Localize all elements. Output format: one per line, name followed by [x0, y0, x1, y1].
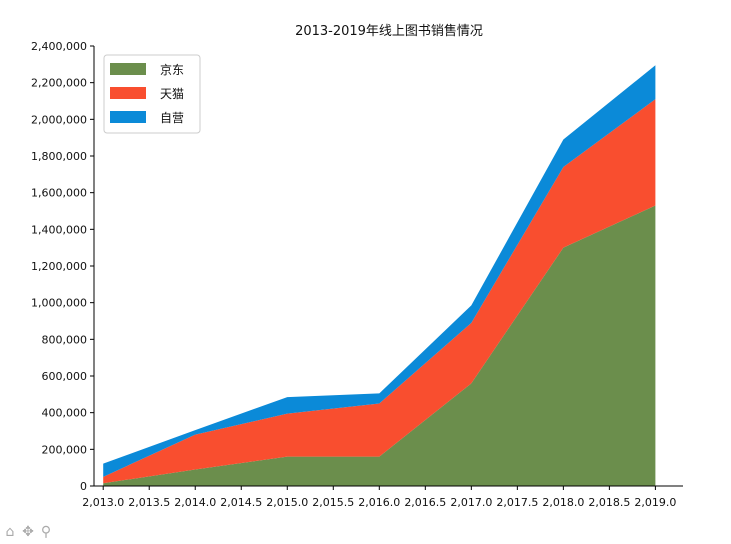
x-tick-label: 2,019.0 — [634, 496, 676, 509]
pan-icon[interactable]: ✥ — [22, 524, 34, 540]
legend-swatch — [110, 63, 146, 75]
y-tick-label: 800,000 — [42, 333, 88, 346]
x-tick-label: 2,015.0 — [266, 496, 308, 509]
y-tick-label: 2,200,000 — [31, 77, 87, 90]
areas-group — [103, 65, 656, 486]
x-tick-label: 2,016.0 — [358, 496, 400, 509]
area-series-1 — [103, 205, 656, 486]
x-tick-label: 2,017.5 — [496, 496, 538, 509]
plot-toolbar: ⌂ ✥ ⚲ — [2, 524, 54, 542]
home-icon[interactable]: ⌂ — [5, 524, 15, 540]
x-tick-label: 2,013.5 — [128, 496, 170, 509]
y-tick-label: 600,000 — [42, 370, 88, 383]
legend-label: 自营 — [160, 111, 184, 125]
legend-swatch — [110, 87, 146, 99]
y-tick-label: 1,600,000 — [31, 187, 87, 200]
y-tick-label: 400,000 — [42, 407, 88, 420]
y-tick-label: 1,200,000 — [31, 260, 87, 273]
y-tick-label: 0 — [80, 480, 87, 493]
x-tick-label: 2,013.0 — [82, 496, 124, 509]
x-tick-label: 2,018.0 — [542, 496, 584, 509]
x-tick-label: 2,015.5 — [312, 496, 354, 509]
legend-label: 京东 — [160, 63, 184, 77]
chart-title: 2013-2019年线上图书销售情况 — [295, 23, 483, 39]
x-tick-label: 2,014.5 — [220, 496, 262, 509]
y-tick-label: 200,000 — [42, 443, 88, 456]
x-tick-label: 2,018.5 — [588, 496, 630, 509]
x-tick-label: 2,016.5 — [404, 496, 446, 509]
y-tick-label: 1,800,000 — [31, 150, 87, 163]
y-tick-label: 1,400,000 — [31, 223, 87, 236]
x-tick-label: 2,014.0 — [174, 496, 216, 509]
y-tick-label: 2,000,000 — [31, 113, 87, 126]
y-tick-label: 1,000,000 — [31, 297, 87, 310]
axes-group: 0 200,000 400,000 600,000 800,000 1,000,000 1,… — [31, 40, 683, 509]
legend-swatch — [110, 111, 146, 123]
y-tick-label: 2,400,000 — [31, 40, 87, 53]
area-series-3 — [103, 65, 656, 477]
x-tick-label: 2,017.0 — [450, 496, 492, 509]
legend-label: 天猫 — [160, 87, 184, 101]
zoom-icon[interactable]: ⚲ — [40, 524, 52, 540]
area-series-2 — [103, 99, 656, 484]
